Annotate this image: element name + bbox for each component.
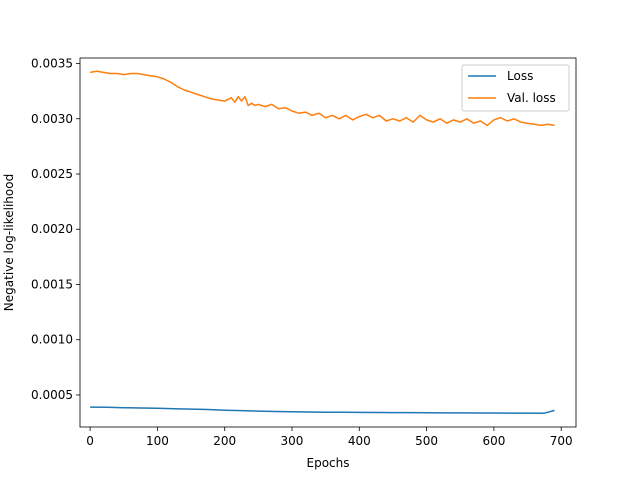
series-line-val-loss xyxy=(89,70,555,127)
y-tick-label: 0.0010 xyxy=(31,333,73,347)
x-tick-label: 500 xyxy=(415,434,438,448)
y-tick-label: 0.0035 xyxy=(31,57,73,71)
y-tick-label: 0.0025 xyxy=(31,167,73,181)
y-tick-label: 0.0015 xyxy=(31,277,73,291)
x-axis: 0 100 200 300 400 500 600 700 xyxy=(86,427,573,448)
plot-lines xyxy=(89,70,555,414)
legend: Loss Val. loss xyxy=(461,64,570,112)
x-tick-label: 100 xyxy=(146,434,169,448)
x-tick-label: 0 xyxy=(86,434,94,448)
plot-frame xyxy=(79,57,577,428)
legend-label-loss: Loss xyxy=(507,69,533,83)
y-tick-label: 0.0030 xyxy=(31,112,73,126)
x-tick-label: 600 xyxy=(482,434,505,448)
y-tick-label: 0.0005 xyxy=(31,388,73,402)
y-tick-label: 0.0020 xyxy=(31,222,73,236)
x-tick-label: 400 xyxy=(348,434,371,448)
x-tick-label: 700 xyxy=(550,434,573,448)
series-line-loss xyxy=(90,406,555,414)
y-axis-label: Negative log-likelihood xyxy=(2,174,16,311)
x-tick-label: 200 xyxy=(213,434,236,448)
y-axis: 0.0005 0.0010 0.0015 0.0020 0.0025 0.0030 0.00… xyxy=(31,57,80,402)
x-axis-label: Epochs xyxy=(307,456,350,470)
x-tick-label: 300 xyxy=(281,434,304,448)
legend-label-val-loss: Val. loss xyxy=(507,91,556,105)
